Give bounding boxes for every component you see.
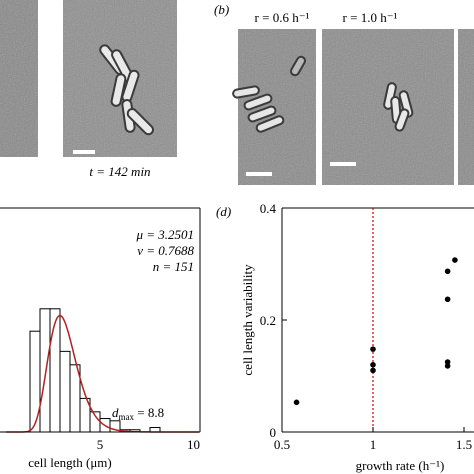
scatter-x-tick-label: 1.5 xyxy=(456,437,472,452)
histogram-bar xyxy=(39,308,51,433)
scatter-point xyxy=(444,268,451,275)
stat-mu: μ = 3.2501 xyxy=(135,227,194,242)
histogram-bar xyxy=(59,350,71,433)
rate-label-1: r = 0.6 h⁻¹ xyxy=(255,10,310,25)
scale-bar xyxy=(246,172,272,176)
scatter-point xyxy=(444,359,451,365)
stat-dmax: dmax = 8.8 xyxy=(112,405,164,422)
hist-x-tick-label: 5 xyxy=(97,437,104,452)
hist-xlabel: cell length (μm) xyxy=(28,455,112,470)
scatter-x-tick-label: 0.5 xyxy=(274,437,290,452)
scatter-ticks: 0 0.2 0.4 0.5 1 1.5 xyxy=(260,201,472,452)
micrograph-right-partial xyxy=(458,29,474,185)
histogram-bar xyxy=(49,308,61,433)
scatter-point xyxy=(452,257,458,263)
scatter-point xyxy=(370,362,376,368)
panel-label-b: (b) xyxy=(214,2,229,17)
scatter-y-tick-label: 0 xyxy=(270,425,277,440)
histogram-bar xyxy=(29,330,41,433)
panel-label-d: (d) xyxy=(216,204,231,219)
stat-n: n = 151 xyxy=(153,259,194,274)
histogram-panel: 5 10 cell length (μm) μ = 3.2501 v = 0.76… xyxy=(0,207,201,470)
scatter-ylabel: cell length variability xyxy=(240,264,255,376)
scatter-y-tick-label: 0.2 xyxy=(260,313,276,328)
scatter-x-tick-label: 1 xyxy=(370,437,377,452)
time-label: t = 142 min xyxy=(89,164,150,179)
cell-cluster xyxy=(99,44,154,136)
scatter-xlabel: growth rate (h⁻¹) xyxy=(356,458,445,473)
scale-bar xyxy=(73,150,95,154)
scatter-point xyxy=(293,399,300,406)
hist-x-tick-label: 10 xyxy=(187,437,200,452)
micrograph-left-partial xyxy=(0,0,38,157)
scatter-point xyxy=(444,363,451,369)
scatter-points xyxy=(293,257,458,406)
micrograph-t142 xyxy=(63,0,177,157)
hist-x-ticks: 5 10 xyxy=(97,427,201,452)
scatter-y-tick-label: 0.4 xyxy=(260,201,277,216)
micrograph-r10 xyxy=(322,29,454,185)
rate-label-2: r = 1.0 h⁻¹ xyxy=(343,10,398,25)
scale-bar xyxy=(330,162,356,166)
scatter-point xyxy=(370,346,376,352)
micrograph-r06 xyxy=(232,29,316,185)
scatter-panel: 0 0.2 0.4 0.5 1 1.5 cell length variability g… xyxy=(240,201,474,473)
scatter-point xyxy=(444,296,451,303)
scatter-point xyxy=(370,367,376,374)
stat-v: v = 0.7688 xyxy=(137,243,194,258)
